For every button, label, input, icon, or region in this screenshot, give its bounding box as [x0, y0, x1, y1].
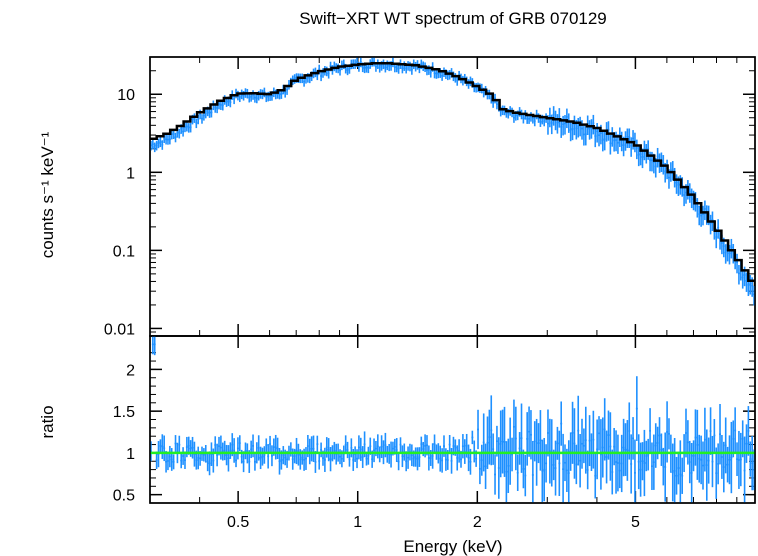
spectrum-y-axis-label: counts s⁻¹ keV⁻¹ — [38, 131, 57, 258]
model-line — [150, 61, 755, 286]
ratio-frame — [149, 335, 756, 504]
x-tick-label: 5 — [631, 514, 640, 531]
ratio-data-series — [150, 336, 755, 503]
ratio-y-axis-label: ratio — [38, 405, 57, 438]
ratio-panel: 0.5 1 2 5 0.5 1 1.5 2 — [113, 335, 756, 531]
y-tick-label: 10 — [117, 87, 135, 104]
x-tick-label: 0.5 — [227, 514, 249, 531]
spectrum-frame-overlay — [149, 56, 756, 337]
y-tick-label: 0.5 — [113, 488, 135, 505]
y-tick-label: 1 — [126, 165, 135, 182]
y-tick-label: 2 — [126, 362, 135, 379]
y-tick-label: 1 — [126, 446, 135, 463]
spectrum-frame — [149, 56, 756, 337]
x-tick-label: 2 — [473, 514, 482, 531]
ratio-frame-overlay — [149, 335, 756, 504]
chart-title: Swift−XRT WT spectrum of GRB 070129 — [299, 9, 607, 28]
y-tick-label: 0.1 — [113, 243, 135, 260]
y-tick-label: 1.5 — [113, 404, 135, 421]
x-tick-label: 1 — [353, 514, 362, 531]
y-tick-label: 0.01 — [104, 321, 135, 338]
x-axis-label: Energy (keV) — [403, 537, 502, 556]
spectrum-panel: 0.01 0.1 1 10 — [104, 56, 756, 348]
